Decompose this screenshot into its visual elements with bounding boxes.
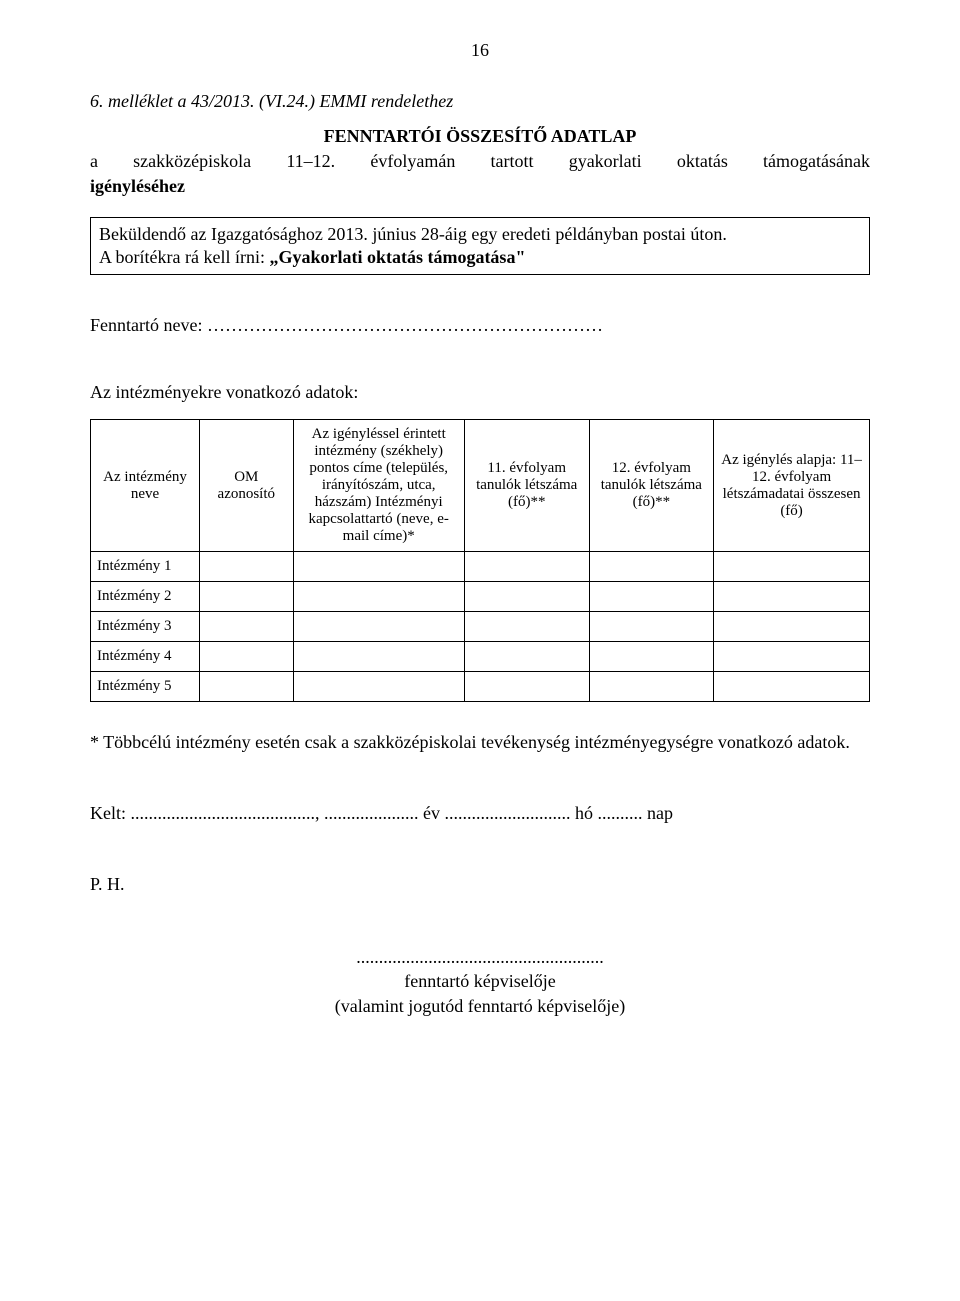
cell-total [714,642,870,672]
stamp-placeholder: P. H. [90,874,870,895]
subject-line-1: a szakközépiskola 11–12. évfolyamán tart… [90,151,870,172]
subject-bold: igényléséhez [90,176,185,196]
instruction-box: Beküldendő az Igazgatósághoz 2013. júniu… [90,217,870,275]
page-number: 16 [90,40,870,61]
attachment-reference: 6. melléklet a 43/2013. (VI.24.) EMMI re… [90,91,870,112]
table-row: Intézmény 1 [91,552,870,582]
cell-grade12 [589,642,714,672]
cell-om [200,552,293,582]
cell-address [293,612,464,642]
subject-prefix: a szakközépiskola 11–12. évfolyamán tart… [90,151,870,171]
signature-role-2: (valamint jogutód fenntartó képviselője) [90,994,870,1018]
table-row: Intézmény 3 [91,612,870,642]
institution-table: Az intézmény neve OM azonosító Az igényl… [90,419,870,702]
footnote: * Többcélú intézmény esetén csak a szakk… [90,732,870,753]
cell-grade12 [589,612,714,642]
cell-grade11 [464,672,589,702]
cell-grade11 [464,552,589,582]
signature-dots: ........................................… [90,945,870,969]
cell-grade12 [589,582,714,612]
cell-total [714,582,870,612]
cell-name: Intézmény 1 [91,552,200,582]
signature-block: ........................................… [90,945,870,1018]
cell-address [293,552,464,582]
cell-total [714,672,870,702]
instruction-line-2-prefix: A borítékra rá kell írni: [99,247,269,267]
cell-name: Intézmény 2 [91,582,200,612]
cell-address [293,642,464,672]
maintainer-name-label: Fenntartó neve: ………………………………………………………… [90,315,870,336]
cell-grade11 [464,612,589,642]
institution-data-label: Az intézményekre vonatkozó adatok: [90,382,870,403]
col-header-grade11: 11. évfolyam tanulók létszáma (fő)** [464,420,589,552]
col-header-address: Az igényléssel érintett intézmény (székh… [293,420,464,552]
cell-name: Intézmény 5 [91,672,200,702]
signature-role-1: fenntartó képviselője [90,969,870,993]
cell-name: Intézmény 4 [91,642,200,672]
cell-name: Intézmény 3 [91,612,200,642]
cell-address [293,672,464,702]
form-title: FENNTARTÓI ÖSSZESÍTŐ ADATLAP [90,126,870,147]
cell-address [293,582,464,612]
dated-line: Kelt: ..................................… [90,803,870,824]
subject-line-2: igényléséhez [90,176,870,197]
cell-total [714,612,870,642]
cell-total [714,552,870,582]
cell-om [200,612,293,642]
page: 16 6. melléklet a 43/2013. (VI.24.) EMMI… [0,0,960,1301]
instruction-line-2-quote: „Gyakorlati oktatás támogatása" [269,247,525,267]
col-header-name: Az intézmény neve [91,420,200,552]
cell-om [200,672,293,702]
instruction-line-2: A borítékra rá kell írni: „Gyakorlati ok… [99,247,861,268]
col-header-om: OM azonosító [200,420,293,552]
cell-om [200,642,293,672]
instruction-line-1: Beküldendő az Igazgatósághoz 2013. júniu… [99,224,861,245]
table-row: Intézmény 4 [91,642,870,672]
cell-grade11 [464,582,589,612]
cell-om [200,582,293,612]
col-header-total: Az igénylés alapja: 11–12. évfolyam léts… [714,420,870,552]
table-header-row: Az intézmény neve OM azonosító Az igényl… [91,420,870,552]
col-header-grade12: 12. évfolyam tanulók létszáma (fő)** [589,420,714,552]
cell-grade12 [589,672,714,702]
cell-grade11 [464,642,589,672]
table-row: Intézmény 5 [91,672,870,702]
table-row: Intézmény 2 [91,582,870,612]
cell-grade12 [589,552,714,582]
